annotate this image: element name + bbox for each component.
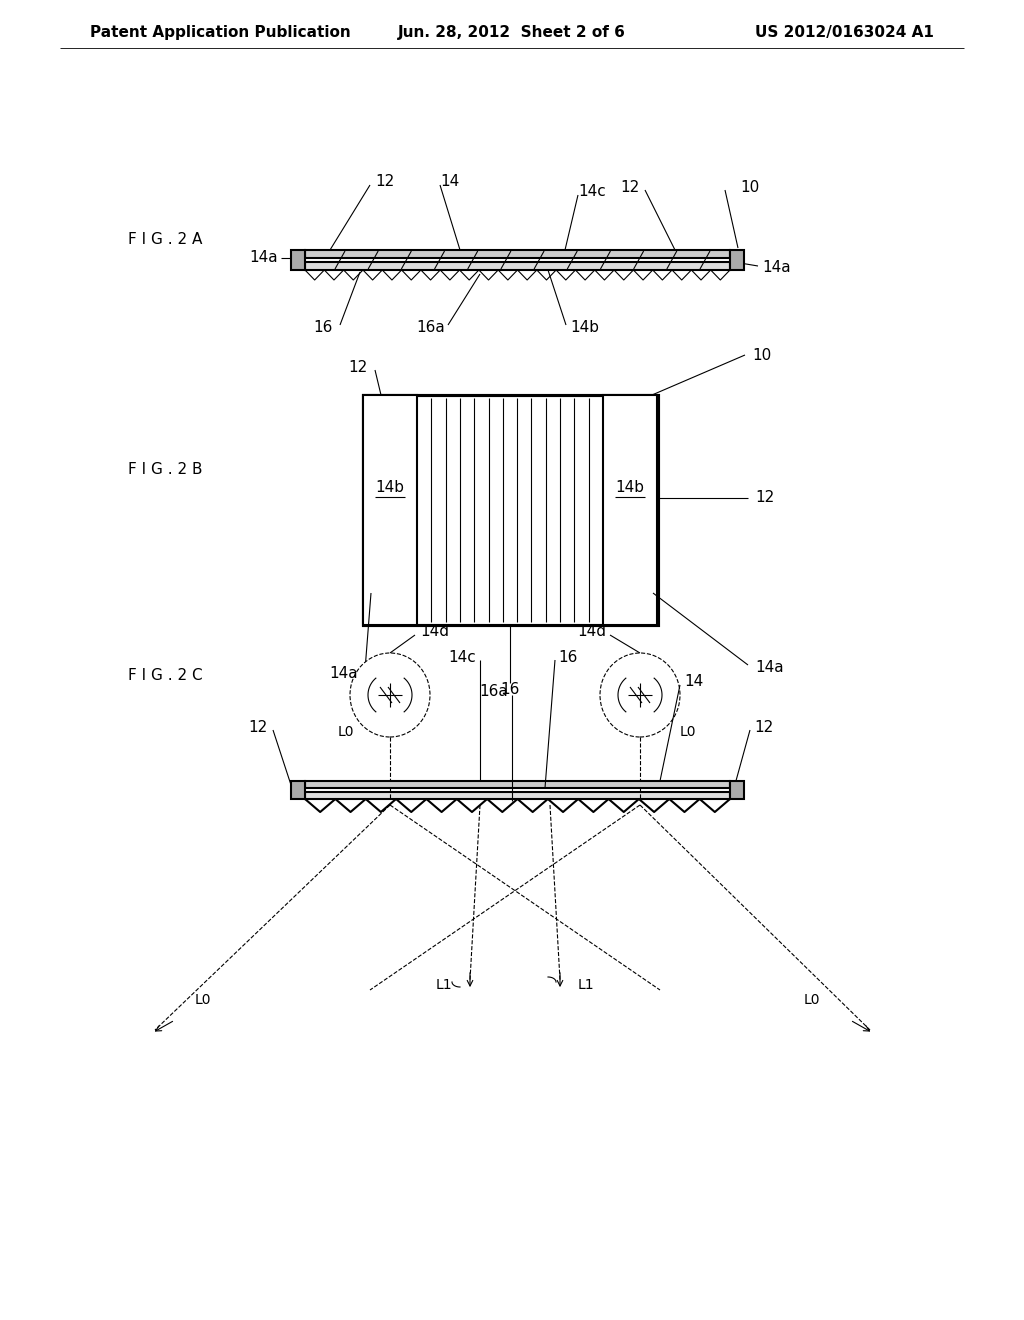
Text: 10: 10 [740,180,759,194]
Bar [730,781,744,799]
Text: F I G . 2 A: F I G . 2 A [128,232,203,248]
Text: 12: 12 [375,174,394,190]
Text: 16a: 16a [416,321,445,335]
Text: L1: L1 [435,978,452,993]
Text: 14a: 14a [762,260,791,276]
Bar [362,395,417,624]
Text: 14a: 14a [755,660,783,676]
Text: 16: 16 [501,682,520,697]
Text: 16a: 16a [479,685,508,700]
Text: Patent Application Publication: Patent Application Publication [90,25,351,41]
Text: L0: L0 [338,725,354,739]
Text: L1: L1 [578,978,595,993]
Text: 14b: 14b [376,480,404,495]
Text: 14c: 14c [449,649,476,664]
Text: 14d: 14d [577,624,606,639]
Text: 14: 14 [440,174,459,190]
Text: 14b: 14b [615,480,644,495]
Text: L0: L0 [680,725,696,739]
Text: 12: 12 [621,180,640,194]
Text: 10: 10 [752,347,771,363]
Text: 14a: 14a [330,665,358,681]
Text: 14: 14 [684,675,703,689]
Text: 16: 16 [313,321,333,335]
Text: 14b: 14b [570,321,599,335]
Bar [305,261,730,271]
Bar [362,395,658,624]
Text: 14c: 14c [578,185,606,199]
Text: 14d: 14d [420,624,449,639]
Text: Jun. 28, 2012  Sheet 2 of 6: Jun. 28, 2012 Sheet 2 of 6 [398,25,626,41]
Bar [291,781,305,799]
Text: 12: 12 [249,719,268,734]
Bar [291,249,305,271]
Text: 16: 16 [558,649,578,664]
Ellipse shape [350,653,430,737]
Text: 12: 12 [754,719,773,734]
Text: US 2012/0163024 A1: US 2012/0163024 A1 [755,25,934,41]
Bar [603,395,657,624]
Bar [305,249,730,257]
Bar [305,781,730,788]
Bar [305,792,730,799]
Text: L0: L0 [804,993,820,1007]
Text: F I G . 2 B: F I G . 2 B [128,462,203,478]
Text: 12: 12 [349,359,368,375]
Text: F I G . 2 C: F I G . 2 C [128,668,203,682]
Bar [730,249,744,271]
Text: 14a: 14a [250,251,278,265]
Text: 12: 12 [755,491,774,506]
Text: L0: L0 [195,993,212,1007]
Ellipse shape [600,653,680,737]
